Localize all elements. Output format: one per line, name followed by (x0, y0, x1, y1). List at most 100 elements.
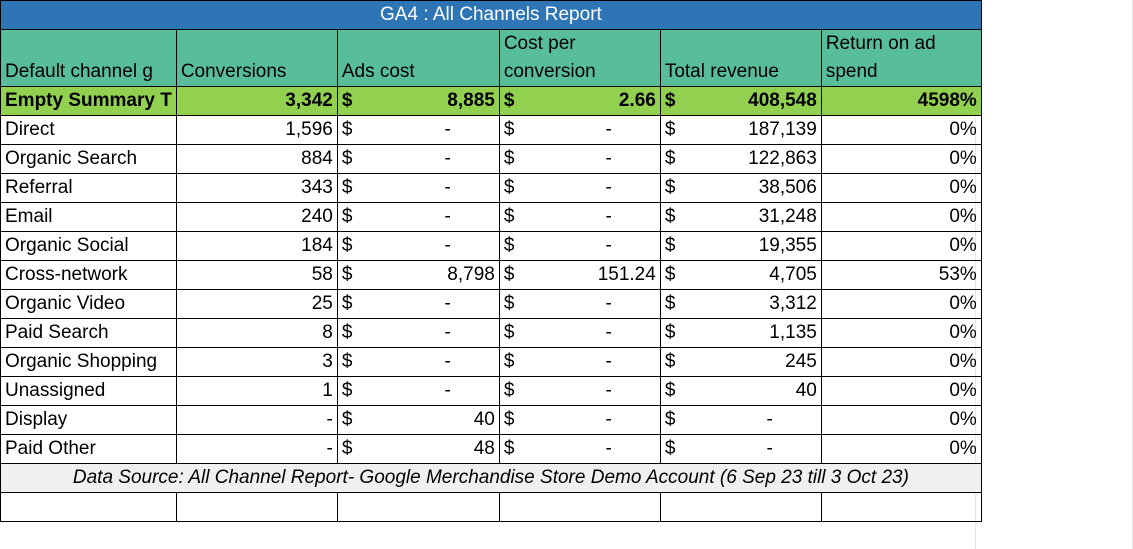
cost-per-conversion-cell-value: - (605, 206, 612, 227)
conversions-cell[interactable]: - (175, 434, 338, 464)
ads-cost-cell[interactable]: $ - (336, 202, 500, 232)
empty-cell[interactable] (659, 492, 822, 522)
conversions-cell[interactable]: 884 (175, 144, 338, 174)
currency-symbol: $ (664, 264, 676, 285)
summary-ads-cost-value: 8,885 (447, 90, 495, 111)
header-ads-cost[interactable]: Ads cost (336, 29, 500, 87)
cost-per-conversion-cell[interactable]: $ - (498, 202, 661, 232)
total-revenue-cell[interactable]: $1,135 (659, 318, 822, 348)
cost-per-conversion-cell[interactable]: $ - (498, 289, 661, 319)
roas-cell[interactable]: 0% (820, 318, 982, 348)
ads-cost-cell[interactable]: $8,798 (336, 260, 500, 290)
cost-per-conversion-cell[interactable]: $ - (498, 434, 661, 464)
total-revenue-cell[interactable]: $187,139 (659, 115, 822, 145)
channel-cell[interactable]: Organic Video (0, 289, 177, 319)
ads-cost-cell[interactable]: $ - (336, 347, 500, 377)
conversions-cell[interactable]: 58 (175, 260, 338, 290)
cost-per-conversion-cell[interactable]: $151.24 (498, 260, 661, 290)
table-row: Organic Search 884 $ - $ - $122,863 0% (0, 144, 982, 174)
channel-cell[interactable]: Unassigned (0, 376, 177, 406)
empty-cell[interactable] (0, 492, 177, 522)
channel-cell[interactable]: Paid Search (0, 318, 177, 348)
ads-cost-cell[interactable]: $ - (336, 231, 500, 261)
channel-cell[interactable]: Referral (0, 173, 177, 203)
ads-cost-cell[interactable]: $ - (336, 173, 500, 203)
roas-cell[interactable]: 0% (820, 347, 982, 377)
empty-cell[interactable] (820, 492, 982, 522)
roas-cell[interactable]: 0% (820, 231, 982, 261)
conversions-cell[interactable]: 343 (175, 173, 338, 203)
summary-cost-per-conversion[interactable]: $2.66 (498, 86, 661, 116)
header-channel[interactable]: Default channel g (0, 29, 177, 87)
summary-roas[interactable]: 4598% (820, 86, 982, 116)
ads-cost-cell[interactable]: $ - (336, 289, 500, 319)
header-conversions[interactable]: Conversions (175, 29, 338, 87)
channel-cell[interactable]: Email (0, 202, 177, 232)
empty-row (0, 492, 982, 522)
roas-cell[interactable]: 0% (820, 376, 982, 406)
ads-cost-cell[interactable]: $ - (336, 318, 500, 348)
cost-per-conversion-cell[interactable]: $ - (498, 347, 661, 377)
channel-cell[interactable]: Paid Other (0, 434, 177, 464)
header-total-revenue[interactable]: Total revenue (659, 29, 822, 87)
total-revenue-cell[interactable]: $245 (659, 347, 822, 377)
roas-cell[interactable]: 0% (820, 405, 982, 435)
cost-per-conversion-cell[interactable]: $ - (498, 231, 661, 261)
total-revenue-cell[interactable]: $38,506 (659, 173, 822, 203)
total-revenue-cell[interactable]: $ - (659, 405, 822, 435)
channel-cell[interactable]: Cross-network (0, 260, 177, 290)
empty-cell[interactable] (498, 492, 661, 522)
roas-cell[interactable]: 0% (820, 173, 982, 203)
total-revenue-cell[interactable]: $ - (659, 434, 822, 464)
ads-cost-cell[interactable]: $ - (336, 115, 500, 145)
conversions-cell[interactable]: 184 (175, 231, 338, 261)
channel-cell[interactable]: Direct (0, 115, 177, 145)
currency-symbol: $ (341, 177, 353, 198)
title-row: GA4 : All Channels Report (0, 0, 982, 30)
conversions-cell[interactable]: 3 (175, 347, 338, 377)
total-revenue-cell[interactable]: $3,312 (659, 289, 822, 319)
total-revenue-cell[interactable]: $122,863 (659, 144, 822, 174)
conversions-cell[interactable]: 25 (175, 289, 338, 319)
roas-cell[interactable]: 0% (820, 115, 982, 145)
total-revenue-cell[interactable]: $40 (659, 376, 822, 406)
summary-total-revenue[interactable]: $408,548 (659, 86, 822, 116)
summary-channel[interactable]: Empty Summary T (0, 86, 177, 116)
channel-cell[interactable]: Display (0, 405, 177, 435)
total-revenue-cell[interactable]: $19,355 (659, 231, 822, 261)
report-title[interactable]: GA4 : All Channels Report (0, 0, 982, 30)
roas-cell[interactable]: 0% (820, 202, 982, 232)
header-cost-per-conversion[interactable]: Cost per conversion (498, 29, 661, 87)
conversions-cell[interactable]: 8 (175, 318, 338, 348)
ads-cost-cell[interactable]: $ - (336, 144, 500, 174)
summary-ads-cost[interactable]: $8,885 (336, 86, 500, 116)
header-roas[interactable]: Return on ad spend (820, 29, 982, 87)
total-revenue-cell[interactable]: $4,705 (659, 260, 822, 290)
channel-cell[interactable]: Organic Shopping (0, 347, 177, 377)
conversions-cell[interactable]: - (175, 405, 338, 435)
header-channel-label: Default channel g (5, 61, 153, 82)
roas-cell[interactable]: 0% (820, 289, 982, 319)
empty-cell[interactable] (336, 492, 500, 522)
cost-per-conversion-cell[interactable]: $ - (498, 144, 661, 174)
summary-conversions[interactable]: 3,342 (175, 86, 338, 116)
cost-per-conversion-cell[interactable]: $ - (498, 115, 661, 145)
channel-cell[interactable]: Organic Social (0, 231, 177, 261)
roas-cell[interactable]: 0% (820, 144, 982, 174)
ads-cost-cell[interactable]: $ - (336, 376, 500, 406)
conversions-cell[interactable]: 240 (175, 202, 338, 232)
cost-per-conversion-cell[interactable]: $ - (498, 405, 661, 435)
ads-cost-cell[interactable]: $40 (336, 405, 500, 435)
ads-cost-cell[interactable]: $48 (336, 434, 500, 464)
data-source-note[interactable]: Data Source: All Channel Report- Google … (0, 463, 982, 493)
conversions-cell[interactable]: 1,596 (175, 115, 338, 145)
empty-cell[interactable] (175, 492, 338, 522)
roas-cell[interactable]: 53% (820, 260, 982, 290)
conversions-cell[interactable]: 1 (175, 376, 338, 406)
total-revenue-cell[interactable]: $31,248 (659, 202, 822, 232)
cost-per-conversion-cell[interactable]: $ - (498, 173, 661, 203)
cost-per-conversion-cell[interactable]: $ - (498, 376, 661, 406)
cost-per-conversion-cell[interactable]: $ - (498, 318, 661, 348)
channel-cell[interactable]: Organic Search (0, 144, 177, 174)
roas-cell[interactable]: 0% (820, 434, 982, 464)
